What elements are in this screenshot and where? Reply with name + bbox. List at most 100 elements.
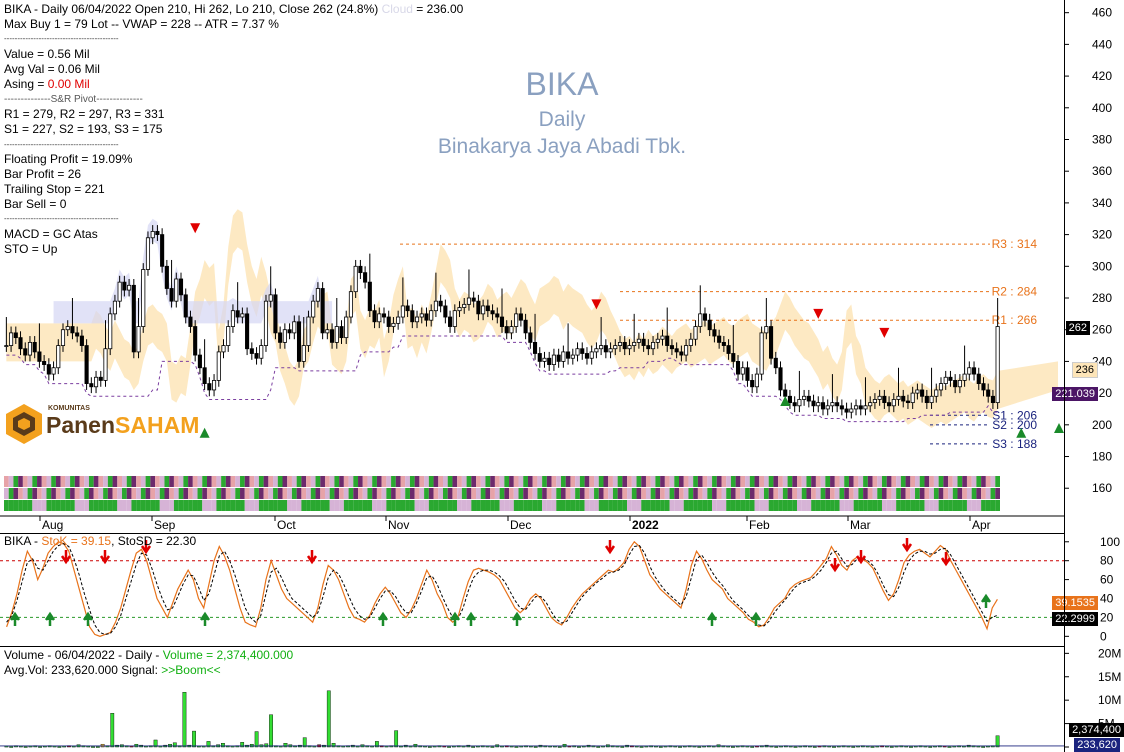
candle-down — [330, 329, 335, 343]
candle-down — [566, 351, 571, 359]
signal-cell — [499, 488, 505, 499]
level-label: R2 : 284 — [992, 285, 1038, 299]
vol-header-avg: Avg.Vol: 233,620.000 Signal: — [4, 663, 162, 677]
signal-cell — [112, 500, 118, 511]
signal-cell — [948, 500, 953, 511]
signal-cell — [386, 488, 392, 499]
sto-sell-arrow-icon — [829, 558, 841, 573]
signal-cell — [221, 500, 226, 511]
divider-2: ----------------------------------------… — [4, 140, 119, 149]
signal-cell — [381, 500, 387, 511]
signal-cell — [306, 488, 311, 499]
volume-bar — [596, 746, 601, 748]
signal-cell — [792, 476, 798, 487]
candle-down — [471, 297, 476, 302]
signal-cell — [532, 488, 538, 499]
month-label: Sep — [154, 518, 176, 532]
signal-cell — [820, 500, 826, 511]
volume-bar — [302, 737, 307, 748]
level-label: R3 : 314 — [992, 237, 1038, 251]
signal-cell — [183, 476, 189, 487]
signal-cell — [178, 476, 184, 487]
signal-cell — [367, 488, 373, 499]
signal-cell — [395, 488, 401, 499]
candle-down — [580, 348, 585, 354]
signal-cell — [244, 488, 250, 499]
signal-cell — [763, 500, 769, 511]
signal-cell — [136, 488, 141, 499]
signal-cell — [93, 488, 99, 499]
signal-cell — [249, 476, 255, 487]
signal-cell — [636, 476, 642, 487]
signal-cell — [485, 500, 491, 511]
signal-cell — [674, 488, 680, 499]
signal-cell — [343, 500, 349, 511]
signal-cell — [537, 500, 543, 511]
price-y-tick-label: 160 — [1092, 481, 1112, 495]
signal-cell — [37, 488, 42, 499]
signal-cell — [683, 500, 689, 511]
candle-up — [65, 326, 70, 331]
signal-cell — [244, 476, 250, 487]
sto-buy-arrow-icon — [44, 611, 56, 626]
signal-cell — [287, 476, 292, 487]
candle-up — [684, 345, 689, 356]
signal-cell — [617, 476, 623, 487]
signal-cell — [513, 476, 519, 487]
signal-cell — [537, 476, 543, 487]
signal-cell — [971, 476, 977, 487]
signal-cell — [211, 476, 217, 487]
candle-up — [466, 297, 472, 305]
signal-cell — [971, 500, 977, 511]
signal-cell — [55, 488, 61, 499]
signal-cell — [301, 476, 307, 487]
volume-bar — [620, 746, 625, 748]
sto-sell-arrow-icon — [940, 552, 952, 567]
signal-cell — [763, 476, 769, 487]
price-y-tick-label: 400 — [1092, 101, 1112, 115]
volume-bar — [9, 746, 14, 748]
signal-cell — [324, 488, 330, 499]
candle-down — [178, 278, 184, 296]
signal-cell — [655, 476, 661, 487]
candle-down — [528, 332, 533, 343]
candle-down — [547, 357, 552, 365]
signal-cell — [825, 476, 831, 487]
signal-cell — [966, 500, 972, 511]
signal-cell — [37, 500, 42, 511]
signal-cell — [287, 488, 292, 499]
candle-down — [164, 265, 169, 289]
signal-cell — [339, 500, 344, 511]
signal-cell — [438, 500, 443, 511]
signal-cell — [433, 500, 439, 511]
stok-tag: 39.1535 — [1052, 596, 1098, 610]
signal-cell — [716, 500, 722, 511]
signal-cell — [405, 500, 410, 511]
signal-cell — [18, 500, 23, 511]
signal-cell — [428, 500, 434, 511]
candle-up — [830, 402, 835, 407]
signal-cell — [650, 500, 656, 511]
signal-cell — [409, 476, 415, 487]
candle-up — [509, 326, 514, 334]
sto-text: STO = Up — [4, 242, 58, 256]
signal-cell — [806, 488, 812, 499]
signal-cell — [84, 488, 89, 499]
signal-cell — [565, 476, 571, 487]
signal-cell — [405, 488, 410, 499]
signal-cell — [660, 488, 665, 499]
signal-cell — [112, 488, 118, 499]
signal-cell — [966, 476, 972, 487]
signal-cell — [79, 500, 85, 511]
candle-up — [599, 345, 604, 350]
volume-bar — [283, 743, 288, 748]
header-line-1: BIKA - Daily 06/04/2022 Open 210, Hi 262… — [4, 2, 463, 17]
signal-cell — [93, 500, 99, 511]
trailing-stop-text: Trailing Stop = 221 — [4, 182, 105, 196]
vol-header-2: Avg.Vol: 233,620.000 Signal: >>Boom<< — [4, 663, 221, 678]
volume-bar — [375, 741, 379, 748]
signal-cell — [697, 488, 703, 499]
signal-cell — [981, 488, 986, 499]
signal-cell — [107, 500, 113, 511]
candle-down — [641, 338, 646, 346]
